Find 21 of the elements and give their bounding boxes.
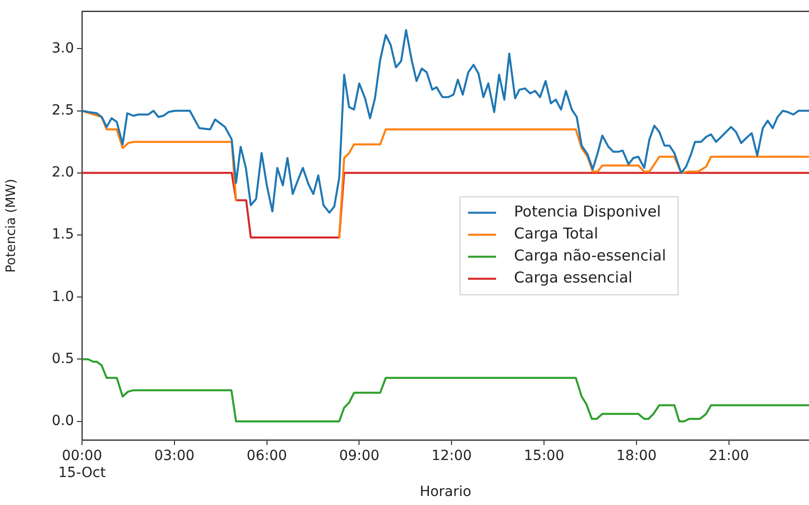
x-axis-title: Horario bbox=[420, 484, 472, 500]
y-tick-label: 3.0 bbox=[52, 40, 74, 56]
y-tick-label: 0.5 bbox=[52, 350, 74, 367]
x-tick-label: 00:00 15-Oct bbox=[58, 448, 106, 481]
x-tick-label: 21:00 bbox=[708, 448, 750, 464]
y-tick-label: 2.5 bbox=[52, 102, 74, 118]
x-tick-label: 18:00 bbox=[616, 448, 657, 464]
x-tick-label: 12:00 bbox=[431, 448, 472, 464]
legend-label: Carga Total bbox=[514, 224, 598, 243]
legend-label: Carga não-essencial bbox=[514, 246, 666, 265]
x-tick-label: 09:00 bbox=[339, 448, 380, 464]
x-tick-label: 06:00 bbox=[246, 448, 288, 464]
y-tick-label: 1.5 bbox=[52, 226, 74, 243]
y-tick-label: 1.0 bbox=[52, 288, 74, 305]
y-axis-title: Potencia (MW) bbox=[4, 178, 20, 273]
legend-label: Potencia Disponivel bbox=[514, 202, 661, 221]
x-tick-label: 03:00 bbox=[154, 448, 195, 464]
legend-label: Carga essencial bbox=[514, 268, 632, 287]
y-tick-label: 0.0 bbox=[52, 413, 74, 430]
x-tick-label: 15:00 bbox=[524, 448, 564, 464]
y-tick-label: 2.0 bbox=[52, 164, 74, 181]
